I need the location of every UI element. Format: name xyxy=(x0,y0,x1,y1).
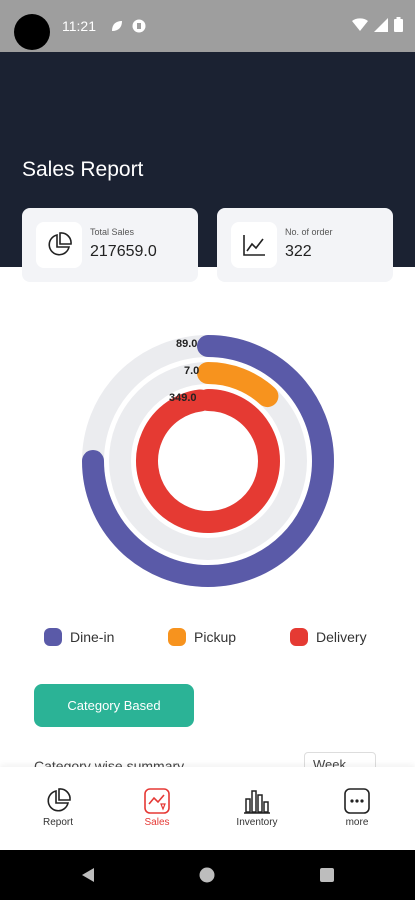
more-icon xyxy=(344,788,370,814)
signal-icon xyxy=(374,17,388,32)
delivery-ring-arc xyxy=(136,389,280,533)
camera-cutout xyxy=(14,14,50,50)
dine-in-value-label: 89.0 xyxy=(176,338,198,350)
legend-item-delivery: Delivery xyxy=(290,628,367,646)
back-icon[interactable] xyxy=(80,867,96,883)
nav-item-sales[interactable]: Sales xyxy=(117,787,197,828)
nav-label: Sales xyxy=(144,817,170,828)
order-count-value: 322 xyxy=(285,243,312,260)
total-sales-label: Total Sales xyxy=(90,227,135,237)
nav-item-report[interactable]: Report xyxy=(18,787,98,828)
sales-radial-chart: 89.0 7.0 349.0 xyxy=(75,328,341,594)
home-icon[interactable] xyxy=(199,867,215,883)
wifi-icon xyxy=(352,17,368,31)
pickup-value-label: 7.0 xyxy=(184,365,200,377)
bottom-nav: Report Sales Inventory more xyxy=(0,767,415,850)
legend-item-pickup: Pickup xyxy=(168,628,236,646)
pie-chart-icon xyxy=(47,788,71,812)
order-count-label: No. of order xyxy=(285,227,333,237)
card-icon-box xyxy=(231,222,277,268)
card-icon-box xyxy=(36,222,82,268)
nav-label: Report xyxy=(42,817,73,828)
legend-swatch xyxy=(44,628,62,646)
pie-chart-icon xyxy=(48,232,72,256)
legend-item-dine-in: Dine-in xyxy=(44,628,114,646)
dine-in-ring-arc xyxy=(82,335,334,587)
recents-icon[interactable] xyxy=(319,867,335,883)
pickup-ring-arc xyxy=(197,362,279,408)
category-based-button[interactable]: Category Based xyxy=(34,684,194,727)
legend-label: Dine-in xyxy=(70,629,115,645)
app-notification-icon xyxy=(132,19,146,33)
order-count-card[interactable]: No. of order 322 xyxy=(217,208,393,282)
battery-icon xyxy=(394,17,403,32)
legend-label: Delivery xyxy=(316,629,367,645)
delivery-value-label: 349.0 xyxy=(169,392,197,404)
total-sales-value: 217659.0 xyxy=(90,243,157,260)
radial-chart-svg xyxy=(82,335,334,587)
nav-item-inventory[interactable]: Inventory xyxy=(217,787,297,828)
status-icons xyxy=(352,17,403,32)
line-chart-icon xyxy=(243,235,265,256)
nav-item-more[interactable]: more xyxy=(317,787,397,828)
page-title: Sales Report xyxy=(22,158,144,181)
status-time: 11:21 xyxy=(62,18,96,34)
total-sales-card[interactable]: Total Sales 217659.0 xyxy=(22,208,198,282)
legend-label: Pickup xyxy=(194,629,237,645)
leaf-icon xyxy=(112,21,122,31)
system-nav-bar xyxy=(0,850,415,900)
sales-chart-icon xyxy=(144,788,170,814)
nav-label: more xyxy=(345,817,369,828)
nav-label: Inventory xyxy=(236,817,278,828)
legend-swatch xyxy=(168,628,186,646)
bar-chart-icon xyxy=(244,790,270,814)
status-bar: 11:21 xyxy=(0,0,415,52)
legend-swatch xyxy=(290,628,308,646)
